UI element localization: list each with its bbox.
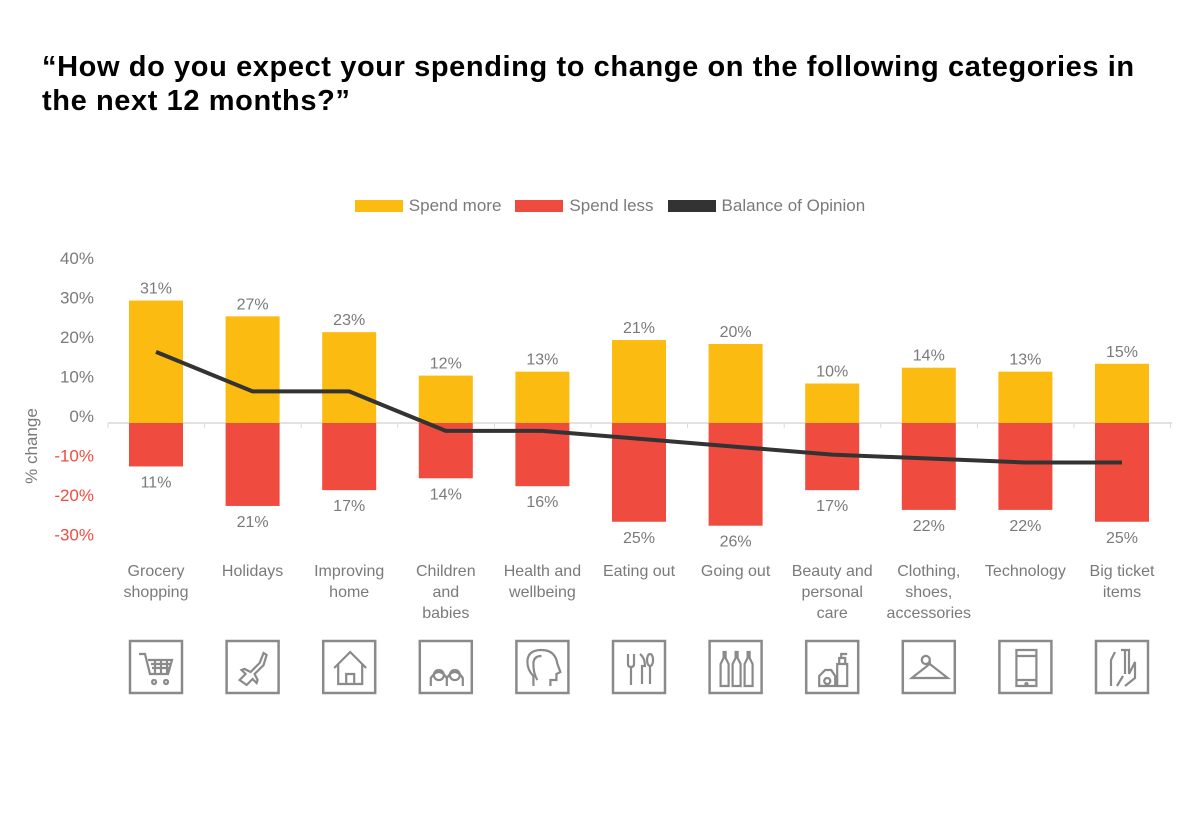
x-tick-label: shoes, bbox=[905, 584, 952, 601]
y-tick-label: 40% bbox=[60, 249, 94, 268]
x-tick-label: Beauty and bbox=[792, 563, 873, 580]
x-tick-label: Technology bbox=[985, 563, 1066, 580]
y-tick-label: -20% bbox=[54, 486, 94, 505]
data-label-spend-less: 16% bbox=[526, 494, 558, 511]
x-tick-label: shopping bbox=[124, 584, 189, 601]
x-tick-label: babies bbox=[422, 605, 469, 622]
legend-label: Spend more bbox=[408, 196, 502, 215]
data-label-spend-less: 25% bbox=[623, 530, 655, 547]
data-label-spend-more: 10% bbox=[816, 364, 848, 381]
bar-spend-more bbox=[612, 340, 666, 423]
data-label-spend-less: 22% bbox=[913, 518, 945, 535]
legend-item-spend-more: Spend more bbox=[354, 196, 502, 216]
children-icon bbox=[418, 639, 474, 695]
y-axis-label: % change bbox=[22, 408, 41, 484]
x-tick-label: Improving bbox=[314, 563, 384, 580]
legend-swatch bbox=[354, 200, 403, 212]
bar-spend-less bbox=[998, 423, 1053, 510]
bar-spend-more bbox=[805, 383, 860, 423]
head-profile-icon bbox=[515, 639, 570, 695]
clothes-hanger-icon bbox=[901, 639, 957, 695]
bar-spend-more bbox=[901, 367, 956, 423]
data-label-spend-more: 23% bbox=[333, 312, 365, 329]
data-label-spend-more: 12% bbox=[430, 356, 462, 373]
x-tick-label: Holidays bbox=[222, 563, 283, 580]
legend: Spend more Spend less Balance of Opinion bbox=[0, 196, 1190, 216]
bar-spend-more bbox=[129, 300, 183, 423]
cosmetics-icon bbox=[804, 639, 860, 695]
data-label-spend-more: 20% bbox=[720, 324, 752, 341]
x-tick-label: and bbox=[432, 584, 459, 601]
bar-spend-more bbox=[1095, 363, 1149, 423]
legend-label: Spend less bbox=[569, 196, 654, 215]
chart-title: “How do you expect your spending to chan… bbox=[42, 51, 1135, 117]
bar-spend-less bbox=[129, 423, 183, 467]
data-label-spend-more: 27% bbox=[237, 296, 269, 313]
data-label-spend-less: 17% bbox=[333, 498, 365, 515]
smartphone-icon bbox=[998, 639, 1053, 695]
y-tick-label: 20% bbox=[60, 328, 94, 347]
data-label-spend-more: 13% bbox=[526, 352, 558, 369]
shopping-cart-icon bbox=[128, 639, 184, 695]
data-label-spend-less: 17% bbox=[816, 498, 848, 515]
data-label-spend-less: 25% bbox=[1106, 530, 1138, 547]
x-tick-label: care bbox=[817, 605, 848, 622]
bar-spend-more bbox=[515, 371, 570, 423]
legend-item-balance: Balance of Opinion bbox=[667, 196, 866, 216]
x-tick-label: Big ticket bbox=[1090, 563, 1155, 580]
y-tick-label: -30% bbox=[54, 526, 94, 545]
bar-spend-more bbox=[998, 371, 1053, 423]
data-label-spend-more: 15% bbox=[1106, 344, 1138, 361]
x-tick-label: Children bbox=[416, 563, 476, 580]
bar-spend-less bbox=[901, 423, 956, 510]
x-tick-label: wellbeing bbox=[508, 584, 576, 601]
bar-spend-more bbox=[708, 344, 763, 423]
data-label-spend-more: 31% bbox=[140, 281, 172, 298]
x-tick-label: personal bbox=[802, 584, 863, 601]
x-tick-label: items bbox=[1103, 584, 1141, 601]
y-tick-label: 30% bbox=[60, 289, 94, 308]
bar-spend-more bbox=[322, 332, 377, 423]
bar-spend-less bbox=[708, 423, 763, 526]
data-label-spend-less: 14% bbox=[430, 486, 462, 503]
bar-spend-less bbox=[322, 423, 377, 491]
bar-spend-less bbox=[225, 423, 280, 506]
house-icon bbox=[321, 639, 377, 695]
legend-label: Balance of Opinion bbox=[721, 196, 866, 215]
legend-swatch bbox=[515, 200, 564, 212]
cutlery-icon bbox=[611, 639, 667, 695]
bottles-icon bbox=[708, 639, 763, 695]
y-tick-label: 10% bbox=[60, 368, 94, 387]
data-label-spend-more: 13% bbox=[1009, 352, 1041, 369]
y-tick-label: -10% bbox=[54, 447, 94, 466]
x-tick-label: accessories bbox=[887, 605, 971, 622]
x-tick-label: Going out bbox=[701, 563, 771, 580]
x-tick-label: Clothing, bbox=[897, 563, 960, 580]
legend-swatch bbox=[667, 200, 716, 212]
data-label-spend-more: 21% bbox=[623, 320, 655, 337]
data-label-spend-less: 22% bbox=[1009, 518, 1041, 535]
bar-spend-more bbox=[225, 316, 280, 423]
y-tick-label: 0% bbox=[69, 407, 94, 426]
x-tick-label: Eating out bbox=[603, 563, 676, 580]
x-tick-label: home bbox=[329, 584, 369, 601]
x-tick-label: Grocery bbox=[128, 563, 185, 580]
data-label-spend-more: 14% bbox=[913, 348, 945, 365]
airplane-icon bbox=[225, 639, 280, 695]
data-label-spend-less: 11% bbox=[141, 474, 172, 491]
credit-card-hand-icon bbox=[1094, 639, 1150, 695]
legend-item-spend-less: Spend less bbox=[515, 196, 654, 216]
x-tick-label: Health and bbox=[504, 563, 581, 580]
bar-spend-less bbox=[1095, 423, 1149, 522]
data-label-spend-less: 21% bbox=[237, 514, 269, 531]
data-label-spend-less: 26% bbox=[720, 534, 752, 551]
bar-spend-more bbox=[418, 375, 473, 423]
